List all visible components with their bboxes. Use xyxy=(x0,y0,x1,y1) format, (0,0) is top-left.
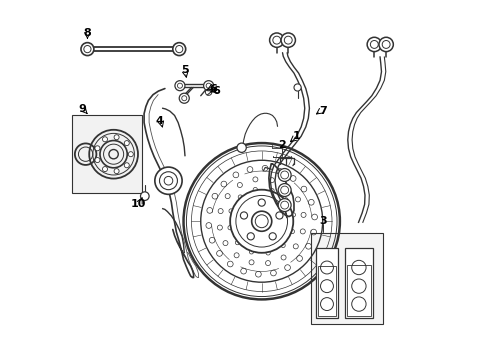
Text: 9: 9 xyxy=(78,104,86,114)
Text: 6: 6 xyxy=(208,84,217,94)
Text: 10: 10 xyxy=(131,199,146,210)
Circle shape xyxy=(269,33,284,47)
Circle shape xyxy=(179,93,189,103)
Bar xyxy=(346,265,370,316)
Text: 4: 4 xyxy=(155,116,163,126)
Circle shape xyxy=(258,199,265,206)
Circle shape xyxy=(268,233,276,240)
Circle shape xyxy=(293,84,301,91)
Circle shape xyxy=(102,137,107,142)
Circle shape xyxy=(281,33,295,47)
Text: 5: 5 xyxy=(181,64,189,75)
Circle shape xyxy=(230,190,293,253)
Circle shape xyxy=(175,45,183,53)
Bar xyxy=(310,233,382,324)
Circle shape xyxy=(278,199,290,212)
Text: 3: 3 xyxy=(319,216,326,226)
Circle shape xyxy=(237,143,246,152)
Text: 7: 7 xyxy=(319,106,326,116)
Text: 2: 2 xyxy=(278,140,285,150)
Circle shape xyxy=(275,212,283,219)
Text: 1: 1 xyxy=(292,131,300,141)
Circle shape xyxy=(251,211,271,231)
Circle shape xyxy=(114,135,119,140)
Circle shape xyxy=(140,192,149,201)
Bar xyxy=(344,248,372,318)
Circle shape xyxy=(246,233,254,240)
Circle shape xyxy=(124,163,129,168)
Bar xyxy=(316,248,337,318)
Text: 6: 6 xyxy=(212,86,220,96)
Circle shape xyxy=(81,42,94,55)
Circle shape xyxy=(95,158,100,163)
Bar xyxy=(72,116,142,193)
Circle shape xyxy=(278,168,290,181)
Circle shape xyxy=(378,37,392,51)
Circle shape xyxy=(203,81,213,91)
Circle shape xyxy=(172,42,185,55)
Text: 8: 8 xyxy=(83,28,91,38)
Circle shape xyxy=(278,184,290,197)
Circle shape xyxy=(155,167,182,194)
Circle shape xyxy=(102,167,107,172)
Circle shape xyxy=(114,168,119,174)
Circle shape xyxy=(366,37,381,51)
Circle shape xyxy=(83,45,91,53)
Circle shape xyxy=(128,152,133,157)
Circle shape xyxy=(124,141,129,146)
Circle shape xyxy=(175,81,184,91)
Circle shape xyxy=(95,146,100,151)
Circle shape xyxy=(240,212,247,219)
Bar xyxy=(317,266,335,316)
